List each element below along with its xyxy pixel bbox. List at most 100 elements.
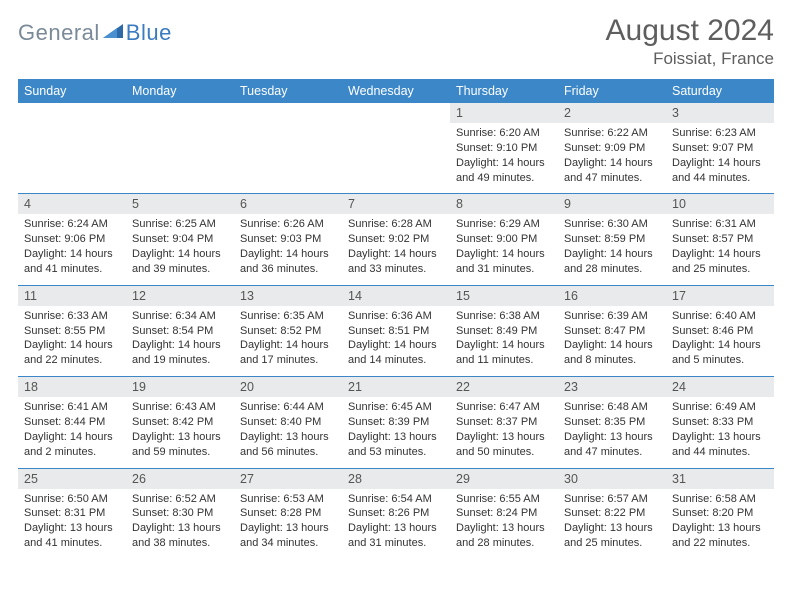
day-cell: Sunrise: 6:38 AMSunset: 8:49 PMDaylight:… — [450, 306, 558, 377]
day-number: 30 — [558, 468, 666, 489]
dow-saturday: Saturday — [666, 79, 774, 103]
dow-sunday: Sunday — [18, 79, 126, 103]
day-cell: Sunrise: 6:54 AMSunset: 8:26 PMDaylight:… — [342, 489, 450, 559]
sunset-line: Sunset: 9:02 PM — [348, 233, 429, 245]
dow-friday: Friday — [558, 79, 666, 103]
sunrise-line: Sunrise: 6:43 AM — [132, 401, 216, 413]
daynum-row: 11121314151617 — [18, 285, 774, 306]
sunset-line: Sunset: 9:04 PM — [132, 233, 213, 245]
sunset-line: Sunset: 8:20 PM — [672, 507, 753, 519]
sunrise-line: Sunrise: 6:34 AM — [132, 310, 216, 322]
sunset-line: Sunset: 9:07 PM — [672, 142, 753, 154]
day-number: 10 — [666, 194, 774, 215]
sunset-line: Sunset: 8:55 PM — [24, 325, 105, 337]
sunset-line: Sunset: 8:31 PM — [24, 507, 105, 519]
sunset-line: Sunset: 8:49 PM — [456, 325, 537, 337]
brand-triangle-icon — [103, 22, 123, 45]
brand-part2: Blue — [126, 20, 172, 46]
daynum-row: 45678910 — [18, 194, 774, 215]
sunset-line: Sunset: 8:35 PM — [564, 416, 645, 428]
day-number — [342, 103, 450, 123]
sunset-line: Sunset: 9:00 PM — [456, 233, 537, 245]
daylight-line: Daylight: 13 hours and 34 minutes. — [240, 522, 329, 549]
day-cell: Sunrise: 6:57 AMSunset: 8:22 PMDaylight:… — [558, 489, 666, 559]
day-cell — [342, 123, 450, 194]
sunset-line: Sunset: 8:46 PM — [672, 325, 753, 337]
sunrise-line: Sunrise: 6:40 AM — [672, 310, 756, 322]
content-row: Sunrise: 6:33 AM Sunset: 8:55 PM Daylight:… — [18, 306, 774, 377]
dow-row: Sunday Monday Tuesday Wednesday Thursday… — [18, 79, 774, 103]
title-block: August 2024 Foissiat, France — [606, 14, 774, 69]
day-number: 17 — [666, 285, 774, 306]
day-number: 31 — [666, 468, 774, 489]
sunset-line: Sunset: 8:33 PM — [672, 416, 753, 428]
sunset-line: Sunset: 8:54 PM — [132, 325, 213, 337]
daylight-line: Daylight: 14 hours and 14 minutes. — [348, 339, 437, 366]
day-number: 19 — [126, 377, 234, 398]
day-number: 16 — [558, 285, 666, 306]
day-cell: Sunrise: 6:23 AM Sunset: 9:07 PM Daylight:… — [666, 123, 774, 194]
daylight-line: Daylight: 14 hours and 33 minutes. — [348, 248, 437, 275]
day-cell: Sunrise: 6:30 AMSunset: 8:59 PMDaylight:… — [558, 214, 666, 285]
day-number: 4 — [18, 194, 126, 215]
sunset-line: Sunset: 8:57 PM — [672, 233, 753, 245]
day-number: 1 — [450, 103, 558, 123]
sunset-line: Sunset: 8:30 PM — [132, 507, 213, 519]
sunrise-line: Sunrise: 6:49 AM — [672, 401, 756, 413]
sunrise-line: Sunrise: 6:52 AM — [132, 493, 216, 505]
day-cell: Sunrise: 6:39 AMSunset: 8:47 PMDaylight:… — [558, 306, 666, 377]
day-cell: Sunrise: 6:22 AMSunset: 9:09 PMDaylight:… — [558, 123, 666, 194]
content-row: Sunrise: 6:50 AM Sunset: 8:31 PM Daylight:… — [18, 489, 774, 559]
day-cell: Sunrise: 6:26 AMSunset: 9:03 PMDaylight:… — [234, 214, 342, 285]
sunset-line: Sunset: 8:39 PM — [348, 416, 429, 428]
calendar-page: General Blue August 2024 Foissiat, Franc… — [0, 0, 792, 573]
day-cell: Sunrise: 6:43 AMSunset: 8:42 PMDaylight:… — [126, 397, 234, 468]
day-number: 25 — [18, 468, 126, 489]
day-number: 20 — [234, 377, 342, 398]
sunset-line: Sunset: 8:26 PM — [348, 507, 429, 519]
dow-monday: Monday — [126, 79, 234, 103]
daylight-line: Daylight: 14 hours and 11 minutes. — [456, 339, 545, 366]
daylight-line: Daylight: 13 hours and 25 minutes. — [564, 522, 653, 549]
sunset-line: Sunset: 8:47 PM — [564, 325, 645, 337]
sunrise-line: Sunrise: 6:58 AM — [672, 493, 756, 505]
day-number: 2 — [558, 103, 666, 123]
sunrise-line: Sunrise: 6:33 AM — [24, 310, 108, 322]
dow-thursday: Thursday — [450, 79, 558, 103]
dow-wednesday: Wednesday — [342, 79, 450, 103]
daylight-line: Daylight: 13 hours and 38 minutes. — [132, 522, 221, 549]
day-cell: Sunrise: 6:58 AM Sunset: 8:20 PM Daylight:… — [666, 489, 774, 559]
brand-part1: General — [18, 20, 100, 46]
day-cell: Sunrise: 6:48 AMSunset: 8:35 PMDaylight:… — [558, 397, 666, 468]
header: General Blue August 2024 Foissiat, Franc… — [18, 14, 774, 69]
brand-logo: General Blue — [18, 20, 172, 46]
day-cell: Sunrise: 6:45 AMSunset: 8:39 PMDaylight:… — [342, 397, 450, 468]
sunrise-line: Sunrise: 6:20 AM — [456, 127, 540, 139]
sunrise-line: Sunrise: 6:23 AM — [672, 127, 756, 139]
day-cell: Sunrise: 6:36 AMSunset: 8:51 PMDaylight:… — [342, 306, 450, 377]
day-number: 18 — [18, 377, 126, 398]
day-number: 21 — [342, 377, 450, 398]
day-number: 11 — [18, 285, 126, 306]
sunset-line: Sunset: 8:28 PM — [240, 507, 321, 519]
daylight-line: Daylight: 13 hours and 56 minutes. — [240, 431, 329, 458]
daylight-line: Daylight: 14 hours and 28 minutes. — [564, 248, 653, 275]
day-number: 6 — [234, 194, 342, 215]
daylight-line: Daylight: 13 hours and 22 minutes. — [672, 522, 761, 549]
day-cell: Sunrise: 6:34 AMSunset: 8:54 PMDaylight:… — [126, 306, 234, 377]
day-number: 7 — [342, 194, 450, 215]
daylight-line: Daylight: 14 hours and 44 minutes. — [672, 157, 761, 184]
day-cell: Sunrise: 6:33 AMSunset: 8:55 PMDaylight:… — [18, 306, 126, 377]
day-cell: Sunrise: 6:47 AMSunset: 8:37 PMDaylight:… — [450, 397, 558, 468]
sunrise-line: Sunrise: 6:50 AM — [24, 493, 108, 505]
content-row: Sunrise: 6:20 AMSunset: 9:10 PMDaylight:… — [18, 123, 774, 194]
sunset-line: Sunset: 8:22 PM — [564, 507, 645, 519]
sunrise-line: Sunrise: 6:54 AM — [348, 493, 432, 505]
dow-tuesday: Tuesday — [234, 79, 342, 103]
day-number — [234, 103, 342, 123]
day-cell: Sunrise: 6:52 AM Sunset: 8:30 PM Daylight:… — [126, 489, 234, 559]
daylight-line: Daylight: 14 hours and 25 minutes. — [672, 248, 761, 275]
daylight-line: Daylight: 14 hours and 49 minutes. — [456, 157, 545, 184]
day-number: 29 — [450, 468, 558, 489]
sunrise-line: Sunrise: 6:41 AM — [24, 401, 108, 413]
